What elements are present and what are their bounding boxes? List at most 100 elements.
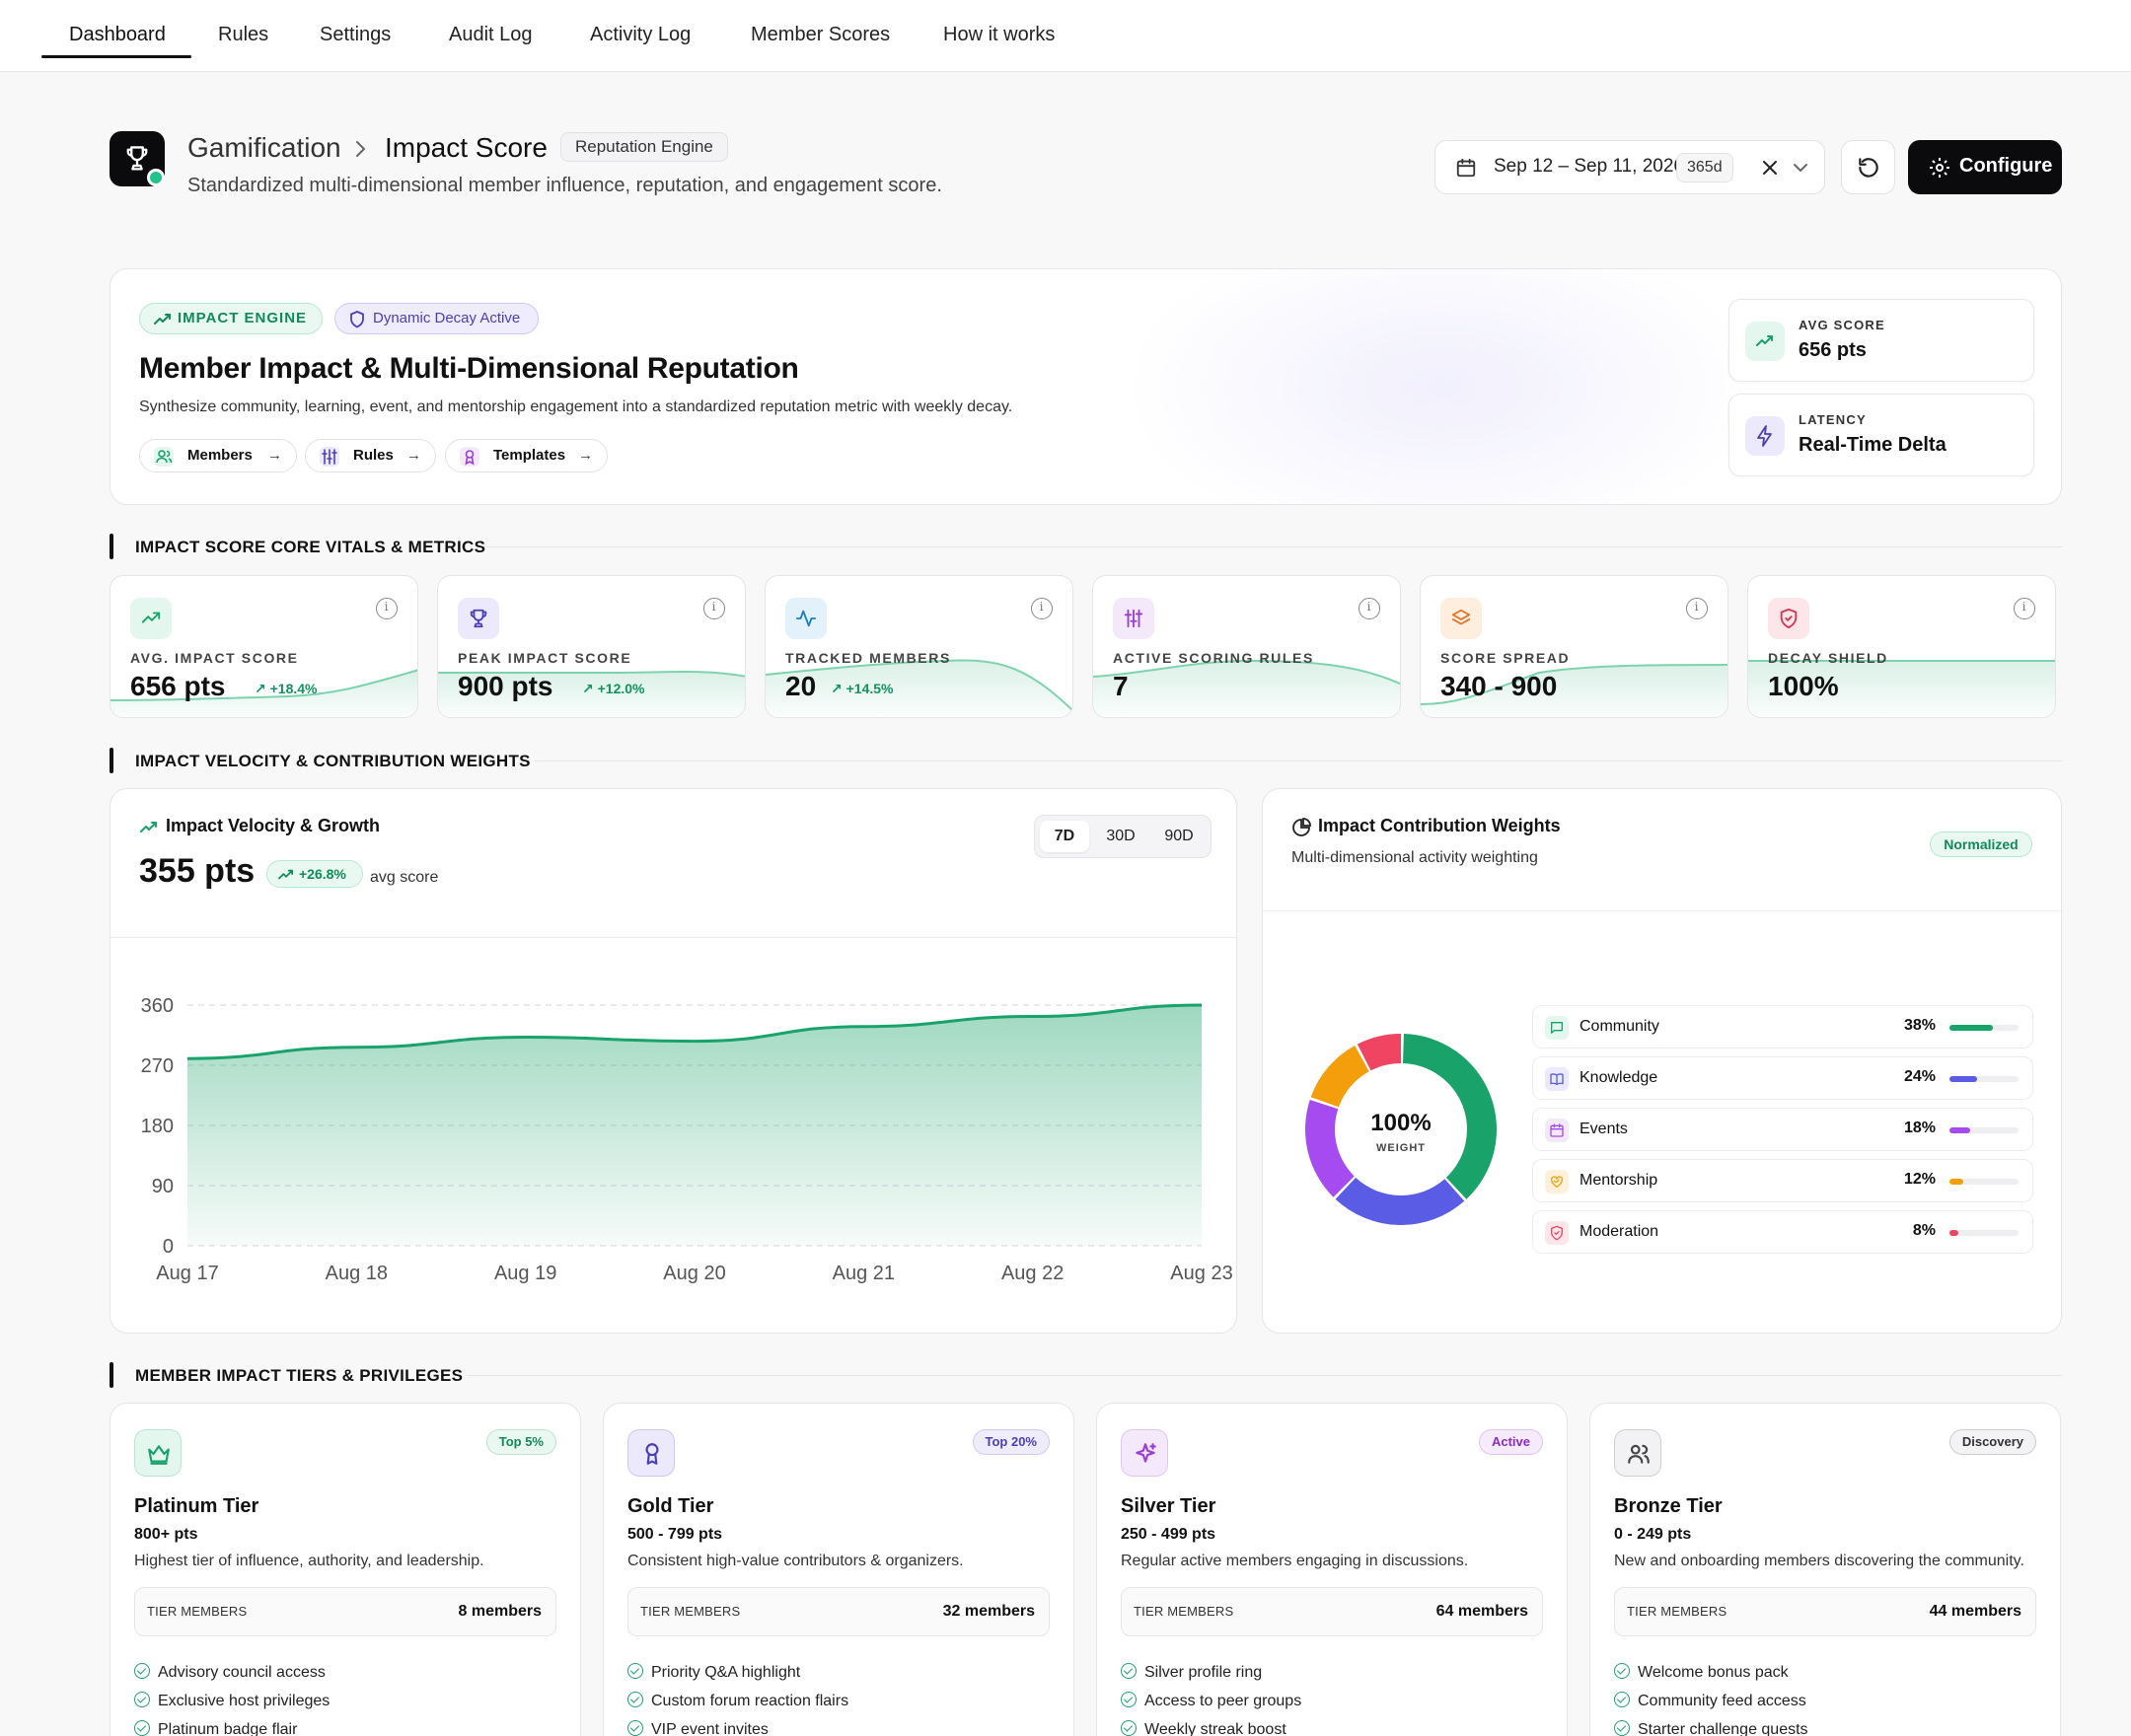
tier-members-box: TIER MEMBERS 8 members bbox=[134, 1587, 556, 1636]
tier-members-box: TIER MEMBERS 32 members bbox=[627, 1587, 1050, 1636]
weight-bar bbox=[1949, 1179, 2019, 1185]
tab-settings[interactable]: Settings bbox=[320, 24, 392, 45]
tier-range: 0 - 249 pts bbox=[1614, 1526, 1692, 1543]
close-icon[interactable] bbox=[1761, 159, 1779, 177]
check-circle-icon bbox=[1614, 1692, 1630, 1707]
members-link[interactable]: Members → bbox=[139, 439, 297, 472]
tab-audit-log[interactable]: Audit Log bbox=[449, 24, 533, 45]
rules-link[interactable]: Rules → bbox=[305, 439, 436, 472]
dynamic-decay-chip: Dynamic Decay Active bbox=[334, 303, 539, 334]
refresh-button[interactable] bbox=[1841, 140, 1895, 194]
metric-delta-value: +14.5% bbox=[845, 681, 894, 696]
message-icon bbox=[1545, 1016, 1569, 1040]
weight-percent: 12% bbox=[1903, 1171, 1936, 1188]
x-tick-label: Aug 19 bbox=[494, 1263, 556, 1284]
configure-button[interactable]: Configure bbox=[1908, 140, 2062, 194]
tier-perk-text: Access to peer groups bbox=[1144, 1693, 1302, 1709]
arrow-right-icon: → bbox=[578, 447, 593, 464]
velocity-value: 355 pts bbox=[139, 852, 256, 890]
weights-title: Impact Contribution Weights bbox=[1318, 816, 1561, 835]
tab-member-scores[interactable]: Member Scores bbox=[751, 24, 891, 45]
info-icon[interactable] bbox=[2014, 598, 2035, 619]
weight-name: Knowledge bbox=[1580, 1069, 1658, 1086]
tab-rules[interactable]: Rules bbox=[218, 24, 269, 45]
check-circle-icon bbox=[134, 1720, 150, 1736]
trending-up-icon bbox=[141, 612, 161, 623]
metric-sparkline bbox=[438, 671, 745, 717]
tier-name: Silver Tier bbox=[1121, 1495, 1216, 1517]
donut-center-value: 100% bbox=[1370, 1110, 1431, 1136]
range-days-badge: 365d bbox=[1676, 153, 1733, 182]
hero-title: Member Impact & Multi-Dimensional Reputa… bbox=[139, 352, 799, 385]
weights-card-header: Impact Contribution Weights Multi-dimens… bbox=[1263, 789, 2061, 911]
weight-bar bbox=[1949, 1025, 2019, 1031]
templates-link[interactable]: Templates → bbox=[445, 439, 608, 472]
x-tick-label: Aug 18 bbox=[326, 1263, 388, 1284]
date-range-picker[interactable]: Sep 12 – Sep 11, 2026 365d bbox=[1434, 140, 1825, 194]
chevron-down-icon[interactable] bbox=[1793, 161, 1808, 175]
breadcrumb-root[interactable]: Gamification bbox=[187, 132, 341, 163]
active-tab-indicator bbox=[41, 55, 191, 58]
award-icon bbox=[460, 447, 479, 467]
status-dot bbox=[147, 169, 165, 186]
tier-card-silver: Active Silver Tier 250 - 499 pts Regular ac… bbox=[1096, 1403, 1568, 1736]
weight-row-knowledge: Knowledge 24% bbox=[1532, 1056, 2033, 1100]
check-circle-icon bbox=[134, 1692, 150, 1707]
metric-card: DECAY SHIELD 100% bbox=[1747, 575, 2056, 718]
tier-perk: Weekly streak boost bbox=[1121, 1720, 1286, 1736]
latency-stat: LATENCY Real-Time Delta bbox=[1728, 394, 2034, 476]
metric-value: 656 pts bbox=[130, 671, 226, 701]
tier-name: Bronze Tier bbox=[1614, 1495, 1723, 1517]
hero-card: IMPACT ENGINE Dynamic Decay Active Membe… bbox=[110, 268, 2062, 505]
weights-subtitle: Multi-dimensional activity weighting bbox=[1291, 849, 1538, 866]
info-icon[interactable] bbox=[1031, 598, 1053, 619]
range-90d[interactable]: 90D bbox=[1164, 828, 1194, 844]
check-circle-icon bbox=[1121, 1720, 1137, 1736]
info-icon[interactable] bbox=[376, 598, 398, 619]
tier-perk: Platinum badge flair bbox=[134, 1720, 297, 1736]
top-nav: Dashboard Rules Settings Audit Log Activ… bbox=[0, 0, 2131, 72]
tier-perk: Access to peer groups bbox=[1121, 1692, 1301, 1710]
info-icon[interactable] bbox=[703, 598, 725, 619]
y-tick-label: 0 bbox=[163, 1236, 174, 1258]
trending-up-icon bbox=[140, 822, 157, 832]
donut-slice bbox=[1357, 1034, 1401, 1071]
metric-value: 20 bbox=[785, 671, 817, 701]
tab-activity-log[interactable]: Activity Log bbox=[590, 24, 692, 45]
tab-how-it-works[interactable]: How it works bbox=[943, 24, 1056, 45]
sliders-icon bbox=[1113, 598, 1154, 639]
tier-perk-text: Starter challenge quests bbox=[1638, 1721, 1808, 1736]
donut-slice bbox=[1305, 1100, 1355, 1197]
shield-icon bbox=[1768, 598, 1809, 639]
chevron-right-icon bbox=[356, 141, 366, 157]
tier-description: Highest tier of influence, authority, an… bbox=[134, 1553, 484, 1569]
trending-up-icon bbox=[1745, 322, 1785, 361]
range-7d[interactable]: 7D bbox=[1040, 821, 1089, 852]
message-icon bbox=[1551, 1022, 1563, 1034]
tier-perk: Welcome bonus pack bbox=[1614, 1663, 1789, 1682]
tier-perk-text: Priority Q&A highlight bbox=[651, 1664, 801, 1681]
check-circle-icon bbox=[1614, 1720, 1630, 1736]
tab-dashboard[interactable]: Dashboard bbox=[69, 24, 166, 45]
section-marker bbox=[110, 1362, 113, 1388]
section-title: MEMBER IMPACT TIERS & PRIVILEGES bbox=[135, 1366, 464, 1385]
tier-tag: Active bbox=[1478, 1429, 1543, 1455]
arrow-right-icon: → bbox=[406, 447, 421, 464]
weight-bar-fill bbox=[1949, 1179, 1963, 1185]
sparkles-icon bbox=[1136, 1443, 1156, 1463]
metric-value: 7 bbox=[1113, 671, 1129, 701]
info-icon[interactable] bbox=[1686, 598, 1708, 619]
x-tick-label: Aug 17 bbox=[156, 1263, 218, 1284]
metric-sparkline bbox=[1093, 659, 1400, 717]
arrow-right-icon: → bbox=[267, 447, 282, 464]
weight-name: Events bbox=[1580, 1121, 1628, 1137]
trophy-icon bbox=[458, 598, 499, 639]
info-icon[interactable] bbox=[1359, 598, 1380, 619]
app-logo bbox=[110, 131, 165, 186]
metric-value: 900 pts bbox=[458, 671, 553, 701]
page-subtitle: Standardized multi-dimensional member in… bbox=[187, 175, 942, 196]
tier-card-bronze: Discovery Bronze Tier 0 - 249 pts New and o… bbox=[1589, 1403, 2061, 1736]
tier-members-count: 44 members bbox=[1929, 1603, 2021, 1620]
range-30d[interactable]: 30D bbox=[1106, 828, 1136, 844]
check-circle-icon bbox=[1121, 1663, 1137, 1679]
